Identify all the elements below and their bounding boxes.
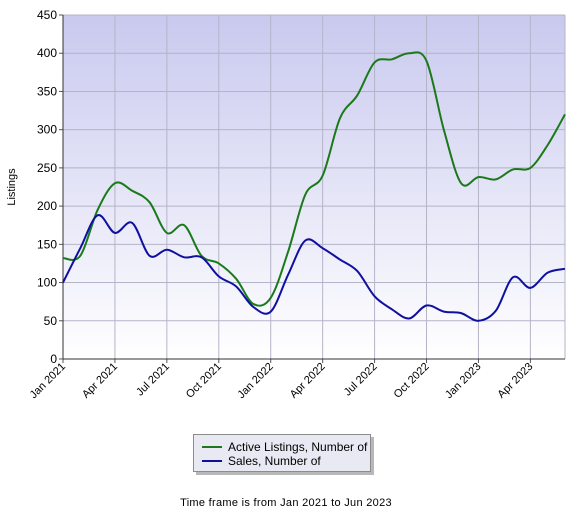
legend-item-active-listings: Active Listings, Number of (202, 440, 367, 454)
plot-background (63, 15, 565, 359)
legend: Active Listings, Number of Sales, Number… (193, 434, 371, 472)
x-tick-label: Apr 2021 (80, 361, 120, 401)
legend-swatch-sales (202, 460, 222, 462)
y-tick-label: 200 (37, 199, 57, 213)
y-tick-label: 450 (37, 8, 57, 22)
x-tick-label: Apr 2022 (288, 361, 328, 401)
series-lines (62, 51, 566, 322)
time-frame-caption: Time frame is from Jan 2021 to Jun 2023 (180, 497, 392, 509)
legend-label-sales: Sales, Number of (228, 454, 321, 468)
y-tick-label: 350 (37, 84, 57, 98)
series-line-sales-number-of (62, 214, 566, 322)
y-tick-label: 150 (37, 237, 57, 251)
y-tick-label: 400 (37, 46, 57, 60)
y-tick-label: 50 (44, 314, 58, 328)
legend-item-sales: Sales, Number of (202, 454, 321, 468)
legend-label-active-listings: Active Listings, Number of (228, 440, 368, 454)
legend-swatch-active-listings (202, 446, 222, 448)
x-tick-label: Jan 2023 (443, 361, 483, 401)
y-tick-label: 250 (37, 161, 57, 175)
y-tick-label: 100 (37, 276, 57, 290)
x-tick-label: Jan 2022 (235, 361, 275, 401)
x-tick-label: Jan 2021 (28, 361, 68, 401)
x-tick-label: Oct 2021 (184, 361, 224, 401)
x-tick-label: Apr 2023 (495, 361, 535, 401)
series-line-active-listings-number-of (62, 51, 566, 307)
x-tick-label: Jul 2022 (342, 361, 380, 399)
y-tick-label: 0 (50, 352, 57, 366)
y-tick-label: 300 (37, 123, 57, 137)
y-axis-label: Listings (6, 168, 18, 206)
x-tick-label: Oct 2022 (392, 361, 432, 401)
x-tick-label: Jul 2021 (134, 361, 172, 399)
